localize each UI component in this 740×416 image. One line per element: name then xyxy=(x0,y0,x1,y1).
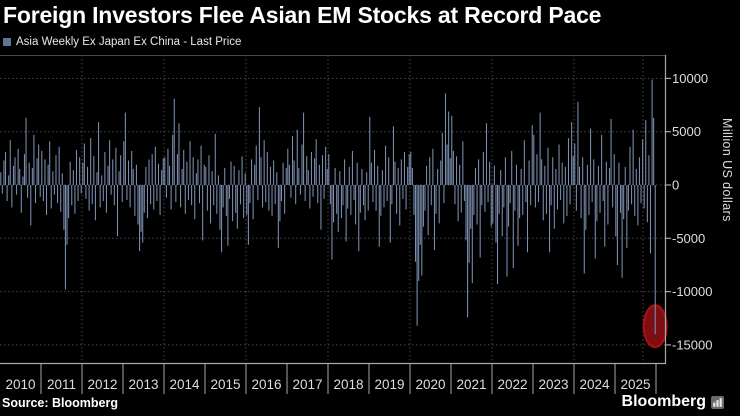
x-tick-label: 2012 xyxy=(87,377,117,392)
y-tick-labels: 10000 5000 0 -5000 -10000 -15000 xyxy=(665,71,712,352)
y-tick-label: 0 xyxy=(672,178,679,193)
y-tick-label: 10000 xyxy=(672,71,708,86)
source-credit: Source: Bloomberg xyxy=(2,396,118,410)
x-tick-label: 2019 xyxy=(374,377,404,392)
bars-series xyxy=(0,79,656,335)
axis-lines xyxy=(0,55,667,365)
y-tick-label: -15000 xyxy=(672,337,712,352)
x-tick-label: 2013 xyxy=(128,377,158,392)
x-tick-label: 2023 xyxy=(538,377,568,392)
y-tick-label: -5000 xyxy=(672,231,705,246)
bloomberg-terminal-icon xyxy=(711,395,724,409)
x-tick-label: 2017 xyxy=(292,377,322,392)
h-gridlines xyxy=(0,77,665,346)
x-tick-labels: 2010 2011 2012 2013 2014 2015 2016 2017 2018 2019… xyxy=(5,363,657,394)
x-tick-label: 2024 xyxy=(579,377,610,392)
x-tick-label: 2014 xyxy=(169,377,200,392)
legend-marker-icon xyxy=(3,38,11,46)
x-tick-label: 2020 xyxy=(415,377,445,392)
x-tick-label: 2010 xyxy=(5,377,35,392)
bloomberg-logo: Bloomberg xyxy=(622,393,724,411)
v-gridlines xyxy=(81,55,644,363)
legend-label: Asia Weekly Ex Japan Ex China - Last Pri… xyxy=(16,36,242,48)
x-tick-label: 2018 xyxy=(333,377,363,392)
y-tick-label: 5000 xyxy=(672,124,701,139)
x-tick-label: 2025 xyxy=(620,377,650,392)
legend: Asia Weekly Ex Japan Ex China - Last Pri… xyxy=(3,36,241,48)
y-tick-label: -10000 xyxy=(672,284,712,299)
bloomberg-wordmark: Bloomberg xyxy=(621,393,706,410)
x-tick-label: 2016 xyxy=(251,377,281,392)
x-tick-label: 2011 xyxy=(47,377,76,392)
y-axis-title: Million US dollars xyxy=(720,118,734,222)
x-tick-label: 2015 xyxy=(210,377,240,392)
x-tick-label: 2022 xyxy=(497,377,527,392)
chart-title: Foreign Investors Flee Asian EM Stocks a… xyxy=(3,2,602,28)
x-tick-label: 2021 xyxy=(456,377,486,392)
